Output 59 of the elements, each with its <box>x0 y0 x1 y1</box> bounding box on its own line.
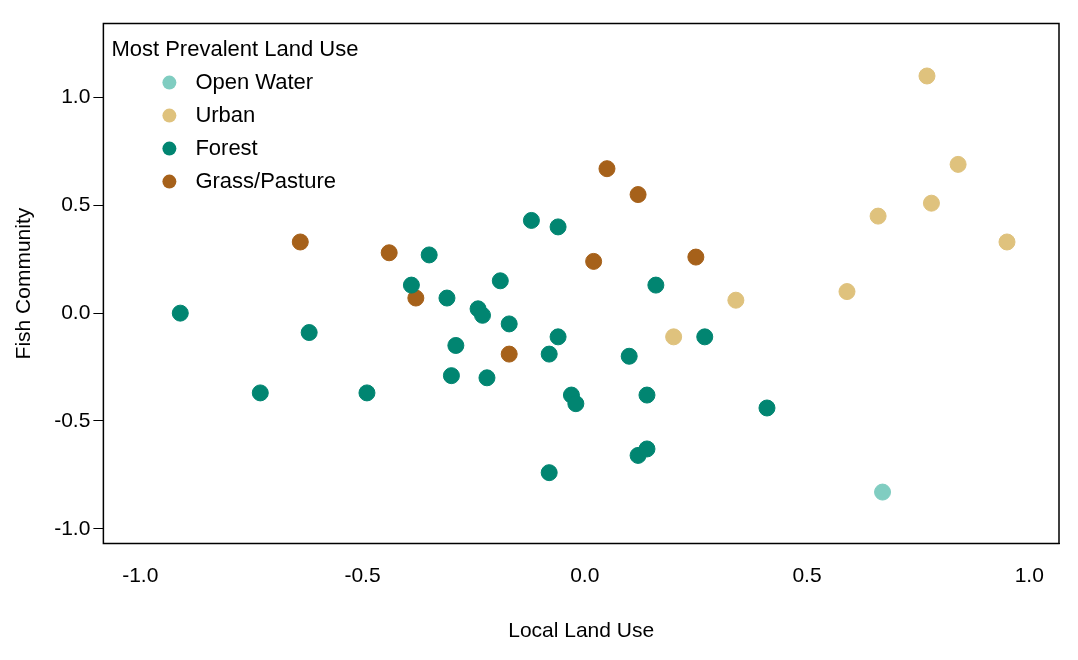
point <box>687 248 705 266</box>
point <box>491 272 509 290</box>
point <box>567 395 585 413</box>
legend-label: Urban <box>195 101 256 127</box>
legend-label: Grass/Pasture <box>195 167 336 193</box>
point <box>500 345 518 363</box>
y-tick-label: 0.0 <box>61 299 91 323</box>
point <box>838 283 856 301</box>
point <box>869 207 887 225</box>
y-axis-title: Fish Community <box>11 207 35 360</box>
point <box>598 160 616 178</box>
point <box>549 328 567 346</box>
point <box>474 306 492 324</box>
point <box>478 369 496 387</box>
x-tick-label: 0.0 <box>570 563 600 586</box>
y-tick-label: 0.5 <box>61 192 91 216</box>
x-tick-label: -1.0 <box>122 563 159 586</box>
point <box>949 155 967 173</box>
x-tick-label: 1.0 <box>1014 563 1044 586</box>
point <box>420 246 438 264</box>
point <box>442 367 460 385</box>
x-tick-label: -0.5 <box>344 563 381 586</box>
point <box>522 211 540 229</box>
point <box>727 291 745 309</box>
point <box>251 384 269 402</box>
point <box>922 194 940 212</box>
legend-label: Forest <box>195 134 258 160</box>
point <box>874 483 892 501</box>
y-tick-label: -1.0 <box>54 515 91 539</box>
point <box>291 233 309 251</box>
legend-title: Most Prevalent Land Use <box>111 35 359 61</box>
point <box>758 399 776 417</box>
point <box>998 233 1016 251</box>
y-tick-label: -0.5 <box>54 407 91 431</box>
point <box>380 244 398 262</box>
point <box>665 328 683 346</box>
point <box>638 386 656 404</box>
point <box>407 289 425 307</box>
point <box>638 440 656 458</box>
point <box>500 315 518 333</box>
point <box>629 186 647 204</box>
point <box>358 384 376 402</box>
point <box>438 289 456 307</box>
point <box>171 304 189 322</box>
point <box>549 218 567 236</box>
point <box>585 252 603 270</box>
x-axis-title: Local Land Use <box>508 618 655 642</box>
point <box>647 276 665 294</box>
point <box>402 276 420 294</box>
point <box>447 336 465 354</box>
point <box>918 67 936 85</box>
point <box>540 345 558 363</box>
point <box>620 347 638 365</box>
point <box>300 324 318 342</box>
y-tick-label: 1.0 <box>61 84 91 108</box>
x-tick-label: 0.5 <box>792 563 822 586</box>
legend-label: Open Water <box>195 68 314 94</box>
point <box>540 464 558 482</box>
point <box>696 328 714 346</box>
